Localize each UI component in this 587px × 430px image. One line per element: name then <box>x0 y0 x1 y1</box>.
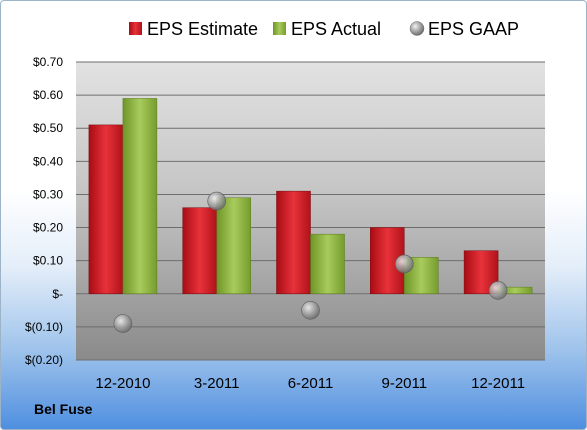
bar-eps-estimate <box>182 207 217 295</box>
legend-swatch <box>129 22 142 35</box>
bar-eps-actual <box>122 98 158 295</box>
y-tick-label: $0.60 <box>33 88 63 102</box>
y-tick-label: $0.50 <box>33 121 63 135</box>
x-tick-label: 12-2011 <box>471 375 525 392</box>
legend-swatch <box>409 21 425 36</box>
y-tick-label: $- <box>52 287 63 301</box>
marker-eps-gaap <box>488 281 508 300</box>
marker-eps-gaap <box>113 314 133 333</box>
legend-label: EPS Actual <box>291 19 381 39</box>
bar-eps-actual <box>216 197 251 295</box>
marker-eps-gaap <box>207 191 226 211</box>
legend-swatch <box>273 22 286 35</box>
marker-eps-gaap <box>301 301 320 320</box>
marker-eps-gaap <box>394 254 414 274</box>
y-tick-label: $0.30 <box>33 187 63 201</box>
y-tick-label: $0.10 <box>33 254 63 268</box>
x-tick-label: 6-2011 <box>288 375 334 392</box>
legend: EPS Estimate EPS Actual EPS GAAP <box>129 19 519 39</box>
y-tick-label: $0.20 <box>33 221 63 235</box>
y-tick-label: $0.40 <box>33 154 63 168</box>
y-tick-label: $(0.10) <box>25 320 63 334</box>
x-tick-label: 12-2010 <box>95 375 150 392</box>
x-tick-label: 9-2011 <box>382 375 428 392</box>
legend-label: EPS GAAP <box>428 19 519 39</box>
bar-eps-estimate <box>88 124 124 295</box>
legend-label: EPS Estimate <box>147 19 258 39</box>
y-tick-label: $0.70 <box>33 55 63 69</box>
x-tick-label: 3-2011 <box>194 375 240 392</box>
y-axis-ticks: $0.70 $0.60 $0.50 $0.40 $0.30 $0.20 $0.10 $- $(0… <box>25 55 63 367</box>
bar-eps-estimate <box>276 190 311 295</box>
y-tick-label: $(0.20) <box>25 353 63 367</box>
bar-eps-actual <box>310 233 345 295</box>
x-axis-ticks: 12-2010 3-2011 6-2011 9-2011 12-2011 <box>95 375 525 392</box>
company-label: Bel Fuse <box>34 401 93 417</box>
gaap-markers <box>113 191 508 333</box>
bars <box>88 98 533 295</box>
